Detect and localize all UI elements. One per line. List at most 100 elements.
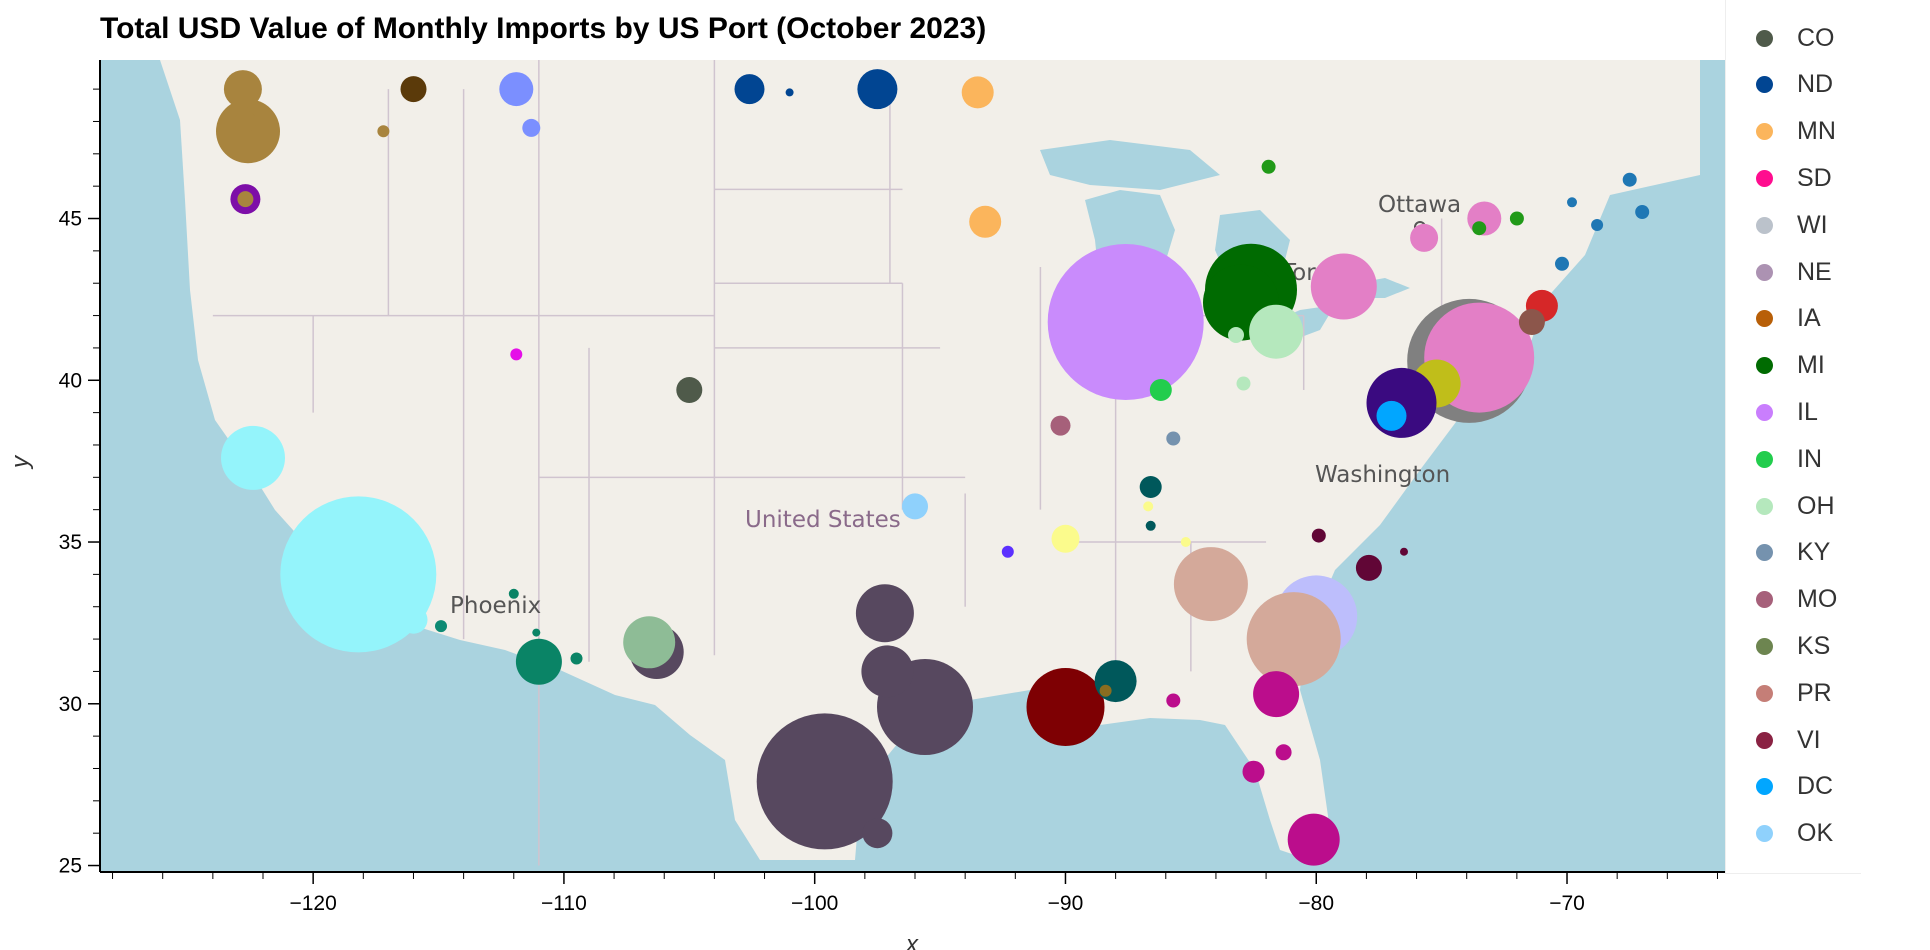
port-point[interactable] xyxy=(1145,520,1156,531)
legend-item-ky[interactable]: KY xyxy=(1756,533,1830,573)
legend-item-oh[interactable]: OH xyxy=(1756,486,1835,526)
port-point[interactable] xyxy=(1287,813,1340,866)
port-point[interactable] xyxy=(1310,253,1377,320)
port-point[interactable] xyxy=(969,205,1002,238)
port-point[interactable] xyxy=(1228,327,1244,343)
port-point[interactable] xyxy=(221,425,285,490)
port-point[interactable] xyxy=(1143,501,1154,512)
legend-label: ND xyxy=(1797,70,1834,99)
port-point[interactable] xyxy=(1094,660,1137,703)
port-point[interactable] xyxy=(756,713,893,850)
legend-label: MN xyxy=(1797,117,1836,146)
legend-item-mi[interactable]: MI xyxy=(1756,346,1825,386)
port-point[interactable] xyxy=(1635,205,1650,219)
port-point[interactable] xyxy=(499,72,534,107)
legend-item-ok[interactable]: OK xyxy=(1756,814,1833,854)
port-point[interactable] xyxy=(1166,693,1181,708)
port-point[interactable] xyxy=(902,493,928,520)
port-point[interactable] xyxy=(1149,379,1172,401)
legend-item-ne[interactable]: NE xyxy=(1756,252,1832,292)
port-point[interactable] xyxy=(1567,197,1577,208)
x-tick-label: −100 xyxy=(791,892,838,915)
port-point[interactable] xyxy=(1376,400,1407,431)
port-point[interactable] xyxy=(280,496,437,653)
port-point[interactable] xyxy=(855,584,914,643)
port-point[interactable] xyxy=(1180,537,1191,547)
port-point[interactable] xyxy=(1236,376,1251,391)
x-axis-title: x xyxy=(905,931,919,950)
port-point[interactable] xyxy=(1622,172,1637,187)
legend-label: NE xyxy=(1797,257,1832,286)
port-point[interactable] xyxy=(400,76,427,103)
port-point[interactable] xyxy=(1261,159,1276,174)
port-point[interactable] xyxy=(399,605,428,634)
x-tick-label: −90 xyxy=(1048,892,1084,915)
legend-item-sd[interactable]: SD xyxy=(1756,158,1832,198)
port-point[interactable] xyxy=(1246,592,1341,687)
legend-item-co[interactable]: CO xyxy=(1756,18,1835,58)
port-point[interactable] xyxy=(532,628,541,637)
port-point[interactable] xyxy=(1026,668,1105,746)
legend-swatch xyxy=(1756,263,1773,281)
port-point[interactable] xyxy=(1355,554,1382,581)
port-point[interactable] xyxy=(961,76,994,109)
port-point[interactable] xyxy=(1242,760,1265,783)
legend-item-il[interactable]: IL xyxy=(1756,392,1818,432)
port-point[interactable] xyxy=(1410,223,1439,252)
legend-item-nd[interactable]: ND xyxy=(1756,65,1833,105)
port-point[interactable] xyxy=(1249,304,1304,359)
port-point[interactable] xyxy=(862,818,893,849)
port-point[interactable] xyxy=(1173,547,1248,622)
port-point[interactable] xyxy=(522,118,541,137)
legend-item-dc[interactable]: DC xyxy=(1756,767,1833,807)
port-point[interactable] xyxy=(234,110,257,133)
port-point[interactable] xyxy=(435,620,447,633)
legend-item-mo[interactable]: MO xyxy=(1756,580,1837,620)
port-point[interactable] xyxy=(570,652,583,665)
port-point[interactable] xyxy=(1366,367,1437,438)
legend-item-pr[interactable]: PR xyxy=(1756,673,1832,713)
port-point[interactable] xyxy=(623,616,676,669)
x-tick-label: −120 xyxy=(289,892,336,915)
legend-item-mn[interactable]: MN xyxy=(1756,112,1836,152)
legend-item-wi[interactable]: WI xyxy=(1756,205,1828,245)
port-point[interactable] xyxy=(1275,744,1292,761)
port-point[interactable] xyxy=(1047,244,1204,400)
legend-label: OK xyxy=(1797,819,1834,848)
port-point[interactable] xyxy=(1555,256,1569,271)
port-point[interactable] xyxy=(1051,524,1080,553)
port-point[interactable] xyxy=(1139,476,1162,498)
port-point[interactable] xyxy=(1253,671,1300,718)
legend-label: CO xyxy=(1797,23,1835,52)
port-point[interactable] xyxy=(676,377,703,403)
legend-swatch xyxy=(1756,169,1773,187)
port-point[interactable] xyxy=(1166,431,1181,446)
y-tick-label: 30 xyxy=(59,693,82,716)
legend-item-in[interactable]: IN xyxy=(1756,439,1822,479)
port-point[interactable] xyxy=(734,74,765,105)
port-point[interactable] xyxy=(1472,221,1487,236)
legend-item-ia[interactable]: IA xyxy=(1756,299,1821,339)
port-point[interactable] xyxy=(1099,684,1112,697)
port-point[interactable] xyxy=(223,70,262,109)
port-point[interactable] xyxy=(510,348,523,361)
port-point[interactable] xyxy=(1518,309,1545,335)
map-label-united-states: United States xyxy=(745,507,901,533)
port-point[interactable] xyxy=(1001,545,1014,558)
port-point[interactable] xyxy=(1400,547,1408,556)
port-point[interactable] xyxy=(1509,211,1524,226)
legend-item-vi[interactable]: VI xyxy=(1756,720,1821,760)
port-point[interactable] xyxy=(785,88,794,97)
port-point[interactable] xyxy=(377,125,390,138)
port-point[interactable] xyxy=(861,645,914,698)
port-point[interactable] xyxy=(1591,219,1604,231)
port-point[interactable] xyxy=(1311,528,1326,543)
port-point[interactable] xyxy=(1050,415,1071,436)
port-point[interactable] xyxy=(237,191,254,208)
port-point[interactable] xyxy=(515,638,562,685)
port-point[interactable] xyxy=(857,69,898,110)
port-point[interactable] xyxy=(508,588,519,599)
legend-item-ks[interactable]: KS xyxy=(1756,626,1830,666)
basemap-lake-superior xyxy=(1040,140,1220,190)
legend-label: WI xyxy=(1797,210,1828,239)
